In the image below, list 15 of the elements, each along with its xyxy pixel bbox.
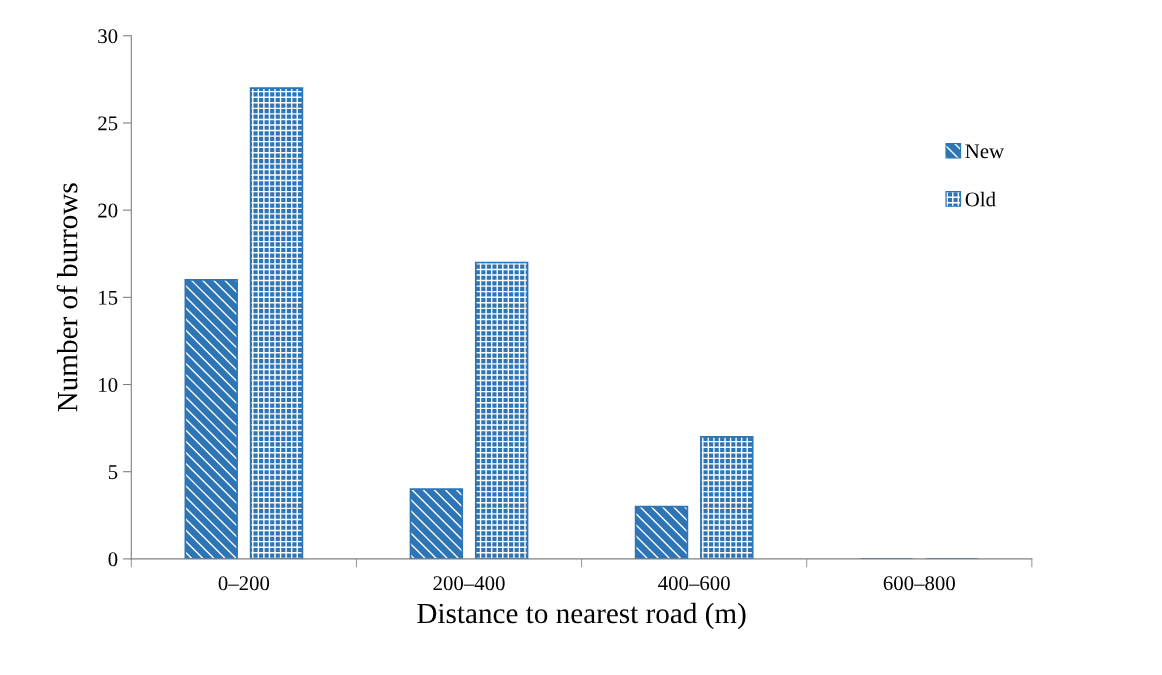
- x-tick-label: 400–600: [658, 576, 730, 591]
- legend-label: New: [965, 144, 1005, 159]
- y-tick-label: 30: [98, 29, 118, 44]
- y-tick-label: 20: [98, 203, 118, 218]
- y-tick-label: 10: [99, 377, 118, 392]
- y-axis-title: Number of burrows: [56, 183, 78, 412]
- y-tick-label: 0: [108, 552, 118, 567]
- x-tick-label: 200–400: [433, 576, 505, 591]
- y-tick-label: 25: [98, 116, 118, 131]
- y-tick-label: 15: [99, 290, 118, 305]
- y-tick-label: 5: [108, 465, 118, 480]
- legend-label: Old: [965, 191, 996, 207]
- x-axis-title: Distance to nearest road (m): [417, 602, 746, 630]
- x-tick-label: 600–800: [883, 576, 955, 591]
- x-tick-label: 0–200: [218, 576, 270, 591]
